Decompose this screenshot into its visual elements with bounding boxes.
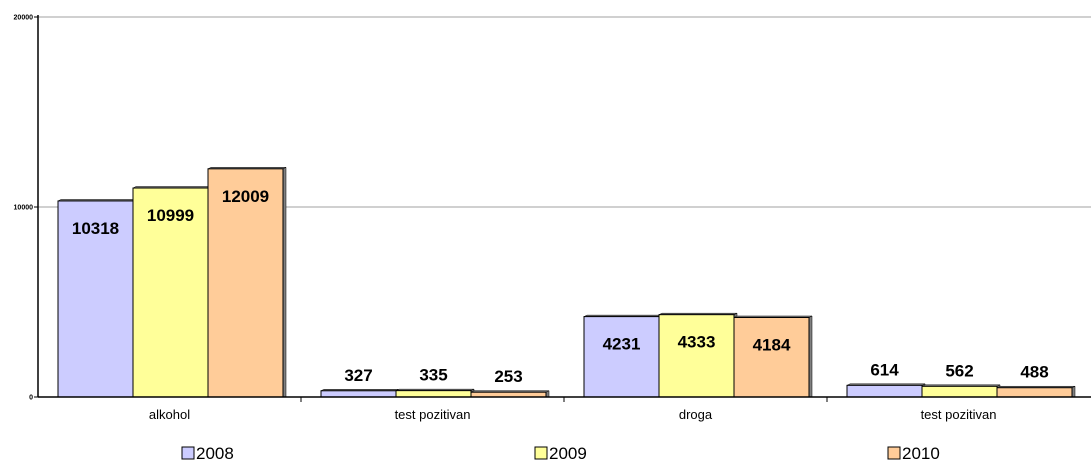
bar [846,384,923,398]
legend-swatch [181,446,195,460]
bar [996,387,1073,398]
legend-swatch [887,446,901,460]
bar [921,385,998,398]
axes: 0 10000 20000 alkohol test pozitivan droga tes… [14,15,1091,422]
data-label: 10318 [72,219,119,238]
data-label: 12009 [222,187,269,206]
x-tick-label: test pozitivan [395,407,471,422]
data-label: 4231 [603,335,641,354]
data-label: 327 [344,366,372,385]
x-tick-label: droga [679,407,713,422]
data-label: 10999 [147,206,194,225]
bar [583,316,660,398]
y-tick-label: 10000 [14,205,34,212]
bar [658,314,735,398]
data-label: 4333 [678,333,716,352]
bar [132,187,209,398]
y-tick-label: 20000 [14,15,34,22]
x-tick-label: alkohol [149,407,190,422]
data-label: 488 [1020,363,1048,382]
data-label: 562 [945,361,973,380]
data-label: 4184 [753,336,791,355]
legend-label: 2010 [902,444,940,463]
y-tick-label: 0 [29,395,33,402]
x-tick-label: test pozitivan [921,407,997,422]
legend-label: 2009 [549,444,587,463]
bar [320,390,397,398]
bar [57,200,134,398]
bar [207,168,284,398]
data-label: 253 [494,367,522,386]
bars-group [57,166,1076,398]
bar [395,390,472,398]
legend-swatch [534,446,548,460]
legend: 2008 2009 2010 [181,444,940,463]
legend-label: 2008 [196,444,234,463]
data-label: 614 [870,360,899,379]
bar [733,317,810,398]
data-label: 335 [419,366,447,385]
gridlines [38,16,1091,208]
labels-group: 10318 10999 12009 327 335 253 4231 4333 4184 614 5… [72,187,1049,386]
